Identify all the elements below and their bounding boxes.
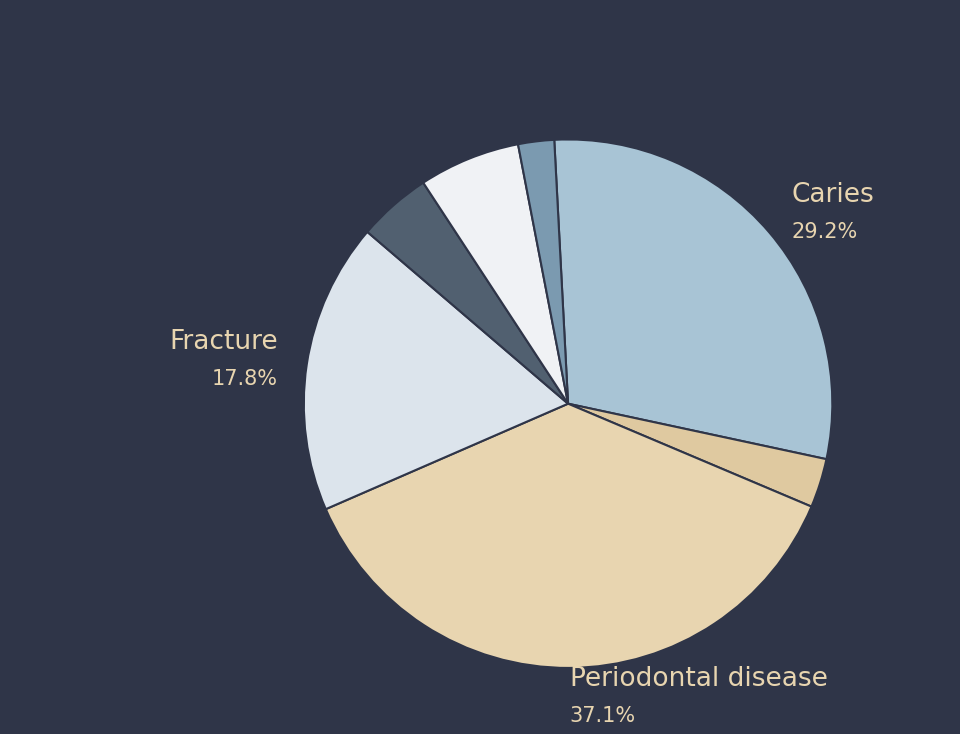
Wedge shape — [554, 139, 832, 459]
Text: Caries: Caries — [792, 182, 875, 208]
Text: Fracture: Fracture — [169, 329, 277, 355]
Wedge shape — [325, 404, 811, 668]
Text: 17.8%: 17.8% — [212, 368, 277, 388]
Text: 29.2%: 29.2% — [792, 222, 858, 241]
Wedge shape — [304, 232, 568, 509]
Text: Periodontal disease: Periodontal disease — [569, 666, 828, 692]
Wedge shape — [423, 145, 568, 404]
Text: 37.1%: 37.1% — [569, 705, 636, 726]
Wedge shape — [518, 139, 568, 404]
Wedge shape — [568, 404, 827, 506]
Wedge shape — [368, 183, 568, 404]
